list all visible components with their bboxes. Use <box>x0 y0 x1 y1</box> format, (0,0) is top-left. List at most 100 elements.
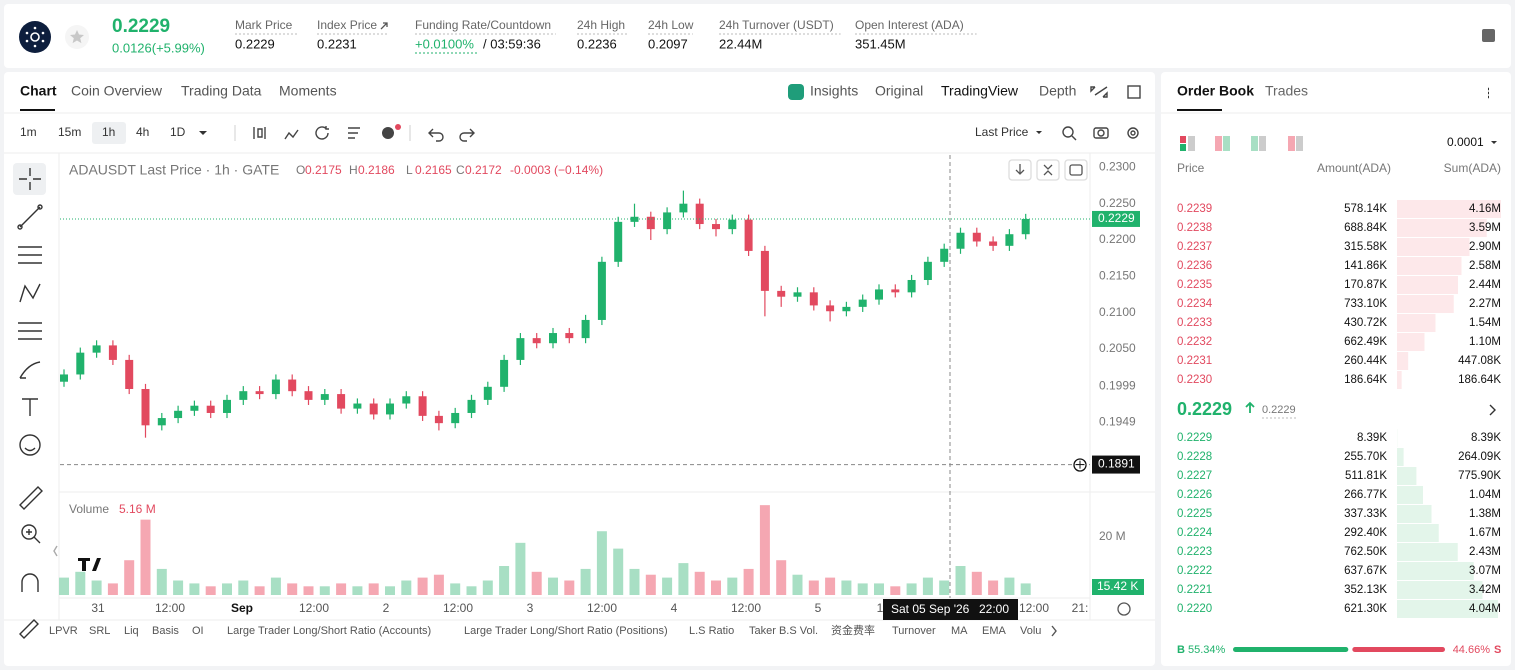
stat-label: Mark Price <box>235 18 293 32</box>
volume-bar <box>808 580 819 595</box>
volume-bar <box>254 586 265 595</box>
sell-ratio: 44.66% <box>1453 644 1491 656</box>
book-amount: 762.50K <box>1344 546 1387 558</box>
volume-bar <box>91 580 102 595</box>
indicator-tab[interactable]: Liq <box>124 625 139 637</box>
selected-interval-bg <box>92 122 126 144</box>
legend-change: -0.0003 (−0.14%) <box>510 163 603 177</box>
candle-body <box>679 203 688 213</box>
buy-ratio: 55.34% <box>1188 644 1226 656</box>
book-price: 0.2225 <box>1177 508 1212 520</box>
candle-body <box>60 374 68 382</box>
precision[interactable]: 0.0001 <box>1447 135 1484 149</box>
chart-tab[interactable]: Trading Data <box>181 83 262 99</box>
chart-tab[interactable]: Moments <box>279 83 337 99</box>
candle-body <box>239 391 248 400</box>
indicator-tab[interactable]: L.S Ratio <box>689 625 734 637</box>
stat-label: 24h Turnover (USDT) <box>719 18 834 32</box>
coin-logo-dots <box>25 26 45 48</box>
x-tick-label: 5 <box>815 601 822 615</box>
candle-body <box>516 338 525 360</box>
book-price: 0.2232 <box>1177 336 1212 348</box>
book-tab[interactable]: Order Book <box>1177 83 1254 99</box>
volume-bar <box>319 586 330 595</box>
view-tab[interactable]: Depth <box>1039 83 1076 99</box>
book-sum: 3.07M <box>1469 565 1501 577</box>
candle-body <box>744 219 753 251</box>
indicator-tab[interactable]: SRL <box>89 625 110 637</box>
indicator-tab[interactable]: LPVR <box>49 625 78 637</box>
volume-bar <box>59 577 69 595</box>
x-tick-label: Sep <box>231 601 253 615</box>
volume-label: Volume <box>69 502 109 516</box>
interval[interactable]: 1m <box>20 125 37 139</box>
volume-bar <box>531 571 542 595</box>
y-tick-label: 0.1999 <box>1099 378 1136 392</box>
volume-bar <box>482 580 493 595</box>
candle-body <box>76 352 85 375</box>
last-price-label: 0.2229 <box>1098 211 1135 225</box>
candle-body <box>223 399 231 413</box>
view-tab[interactable]: Original <box>875 83 923 99</box>
chart-tab[interactable]: Coin Overview <box>71 83 163 99</box>
stat-label: 24h High <box>577 18 625 32</box>
volume-bar <box>711 580 721 595</box>
volume-bar <box>874 583 884 595</box>
interval[interactable]: 4h <box>136 125 149 139</box>
volume-bar <box>450 583 461 595</box>
depth-bar <box>1397 333 1425 351</box>
volume-bar <box>270 577 281 595</box>
indicator-tab[interactable]: Taker B.S Vol. <box>749 625 818 637</box>
depth-bar <box>1397 600 1498 618</box>
x-tick-label: 4 <box>671 601 678 615</box>
indicator-icon[interactable] <box>382 127 394 139</box>
volume-bar <box>580 568 591 595</box>
mark-price: 0.2229 <box>1262 404 1296 416</box>
candle-body <box>174 410 183 419</box>
volume-bar <box>596 531 607 595</box>
y-tick-label: 0.2050 <box>1099 341 1136 355</box>
book-amount: 292.40K <box>1344 527 1387 539</box>
candle-body <box>923 261 932 280</box>
view-tab[interactable]: TradingView <box>941 83 1019 99</box>
book-price: 0.2235 <box>1177 279 1212 291</box>
book-amount: 186.64K <box>1344 374 1387 386</box>
candle-body <box>369 403 378 415</box>
chart-tab[interactable]: Chart <box>20 83 57 99</box>
candle-body <box>646 216 655 230</box>
candle-body <box>728 219 737 230</box>
interval[interactable]: 1D <box>170 125 186 139</box>
indicator-tab[interactable]: Turnover <box>892 625 936 637</box>
candle-body <box>891 289 900 293</box>
book-amount: 430.72K <box>1344 317 1387 329</box>
book-amount: 352.13K <box>1344 584 1387 596</box>
drawing-tools <box>17 87 1496 639</box>
volume-bar <box>238 580 249 595</box>
indicator-tab[interactable]: EMA <box>982 625 1007 637</box>
depth-bar <box>1397 238 1470 256</box>
indicator-tab[interactable]: Large Trader Long/Short Ratio (Accounts) <box>227 625 431 637</box>
interval[interactable]: 15m <box>58 125 81 139</box>
stat-value: 0.2097 <box>648 36 688 51</box>
x-tick-label: 12:00 <box>155 601 185 615</box>
indicator-tab[interactable]: Large Trader Long/Short Ratio (Positions… <box>464 625 668 637</box>
candle-body <box>972 232 981 242</box>
interval[interactable]: 1h <box>102 125 115 139</box>
indicator-tab[interactable]: OI <box>192 625 204 637</box>
indicator-tab[interactable]: MA <box>951 625 968 637</box>
book-sum: 2.43M <box>1469 546 1501 558</box>
layout-button[interactable] <box>1482 29 1495 42</box>
y-tick-label: 0.2250 <box>1099 196 1136 210</box>
price-type[interactable]: Last Price <box>975 125 1029 139</box>
indicator-tab[interactable]: 资金费率 <box>831 623 875 637</box>
indicator-tab[interactable]: Volu <box>1020 625 1041 637</box>
indicator-tab[interactable]: Basis <box>152 625 179 637</box>
countdown: / 03:59:36 <box>483 36 541 51</box>
view-tab[interactable]: Insights <box>810 83 858 99</box>
volume-bar <box>776 560 787 595</box>
book-price: 0.2224 <box>1177 527 1213 539</box>
volume-bar <box>955 566 966 595</box>
book-tab[interactable]: Trades <box>1265 83 1308 99</box>
candle-body <box>92 345 101 353</box>
